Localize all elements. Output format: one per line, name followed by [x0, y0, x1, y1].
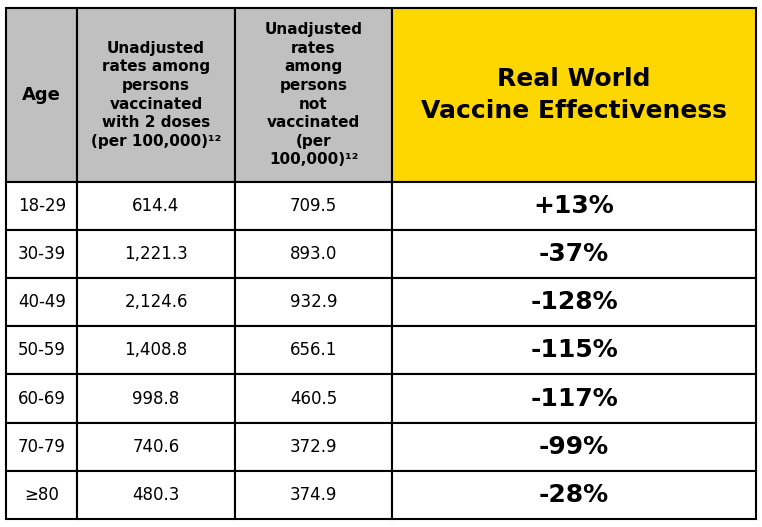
Bar	[6, 8, 77, 181]
Bar	[235, 423, 392, 471]
Bar	[235, 181, 392, 230]
Bar	[77, 230, 235, 278]
Bar	[77, 374, 235, 423]
Bar	[235, 8, 392, 181]
Text: 30-39: 30-39	[18, 245, 66, 263]
Bar	[77, 471, 235, 519]
Bar	[392, 230, 756, 278]
Text: 932.9: 932.9	[290, 293, 338, 311]
Bar	[77, 326, 235, 374]
Text: 1,221.3: 1,221.3	[124, 245, 188, 263]
Bar	[235, 278, 392, 326]
Text: 740.6: 740.6	[133, 438, 180, 456]
Text: 893.0: 893.0	[290, 245, 338, 263]
Text: Unadjusted
rates
among
persons
not
vaccinated
(per
100,000)¹²: Unadjusted rates among persons not vacci…	[264, 22, 363, 167]
Text: -128%: -128%	[530, 290, 618, 314]
Bar	[77, 8, 235, 181]
Bar	[6, 471, 77, 519]
Text: 614.4: 614.4	[133, 197, 180, 214]
Bar	[392, 471, 756, 519]
Text: 60-69: 60-69	[18, 389, 66, 407]
Text: 460.5: 460.5	[290, 389, 337, 407]
Bar	[6, 423, 77, 471]
Bar	[392, 326, 756, 374]
Bar	[235, 230, 392, 278]
Bar	[77, 278, 235, 326]
Bar	[235, 471, 392, 519]
Text: 70-79: 70-79	[18, 438, 66, 456]
Text: 480.3: 480.3	[133, 486, 180, 504]
Bar	[392, 8, 756, 181]
Text: 374.9: 374.9	[290, 486, 338, 504]
Bar	[392, 278, 756, 326]
Text: 998.8: 998.8	[133, 389, 180, 407]
Bar	[235, 326, 392, 374]
Text: -115%: -115%	[530, 338, 618, 362]
Text: 2,124.6: 2,124.6	[124, 293, 187, 311]
Bar	[392, 374, 756, 423]
Text: 1,408.8: 1,408.8	[124, 341, 187, 359]
Bar	[6, 230, 77, 278]
Text: +13%: +13%	[533, 193, 614, 218]
Text: 50-59: 50-59	[18, 341, 66, 359]
Bar	[6, 326, 77, 374]
Text: -117%: -117%	[530, 386, 618, 411]
Bar	[77, 181, 235, 230]
Bar	[235, 374, 392, 423]
Text: 372.9: 372.9	[290, 438, 338, 456]
Text: 18-29: 18-29	[18, 197, 66, 214]
Text: 40-49: 40-49	[18, 293, 66, 311]
Text: -99%: -99%	[539, 435, 609, 459]
Text: Unadjusted
rates among
persons
vaccinated
with 2 doses
(per 100,000)¹²: Unadjusted rates among persons vaccinate…	[91, 41, 221, 149]
Bar	[392, 423, 756, 471]
Text: 709.5: 709.5	[290, 197, 337, 214]
Bar	[392, 181, 756, 230]
Text: ≥80: ≥80	[24, 486, 59, 504]
Bar	[6, 181, 77, 230]
Bar	[77, 423, 235, 471]
Bar	[6, 374, 77, 423]
Text: Age: Age	[22, 86, 61, 104]
Text: 656.1: 656.1	[290, 341, 338, 359]
Bar	[6, 278, 77, 326]
Text: -28%: -28%	[539, 483, 609, 507]
Text: -37%: -37%	[539, 242, 609, 266]
Text: Real World
Vaccine Effectiveness: Real World Vaccine Effectiveness	[421, 67, 727, 122]
